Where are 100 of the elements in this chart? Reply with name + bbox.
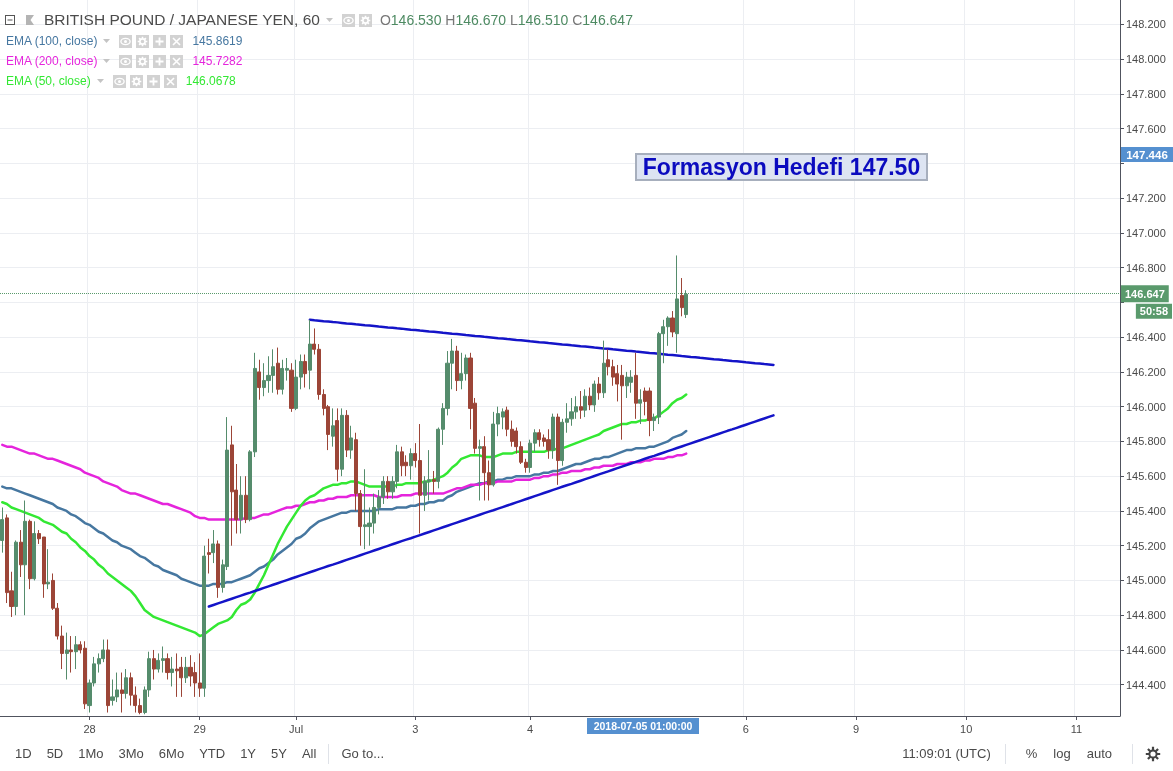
text: 50:58: [1139, 305, 1168, 318]
y-tick-label: 145.400: [1126, 504, 1166, 517]
candlestick: [386, 475, 390, 500]
x-tick-label: 3: [412, 722, 419, 735]
candlestick: [478, 439, 482, 501]
candlestick: [583, 388, 587, 418]
y-tick-label: 144.600: [1126, 643, 1166, 656]
candlestick: [28, 519, 32, 590]
text: 6Mo: [158, 746, 185, 761]
candlestick: [19, 529, 23, 578]
x-tick-label: 11: [1070, 722, 1083, 735]
candlestick: [32, 520, 36, 581]
x-tick-label: 6: [742, 722, 749, 735]
candlestick: [400, 446, 404, 477]
y-tick-label: 147.200: [1126, 192, 1166, 205]
line-series: [207, 414, 775, 608]
candlestick: [345, 409, 349, 458]
y-tick-label: 148.000: [1126, 53, 1166, 66]
candlestick: [588, 387, 592, 411]
y-tick-label: 146.200: [1126, 365, 1166, 378]
annotation: 145.7282: [192, 54, 243, 68]
text: EMA (200, close): [6, 54, 98, 68]
y-tick-label: 145.800: [1126, 435, 1166, 448]
y-tick-label: 147.800: [1126, 87, 1166, 100]
candlestick: [179, 656, 183, 698]
candlestick: [675, 254, 679, 354]
x-tick-label: 4: [527, 722, 534, 735]
y-tick-label: 145.000: [1126, 574, 1166, 587]
y-tick-label: 148.200: [1126, 18, 1166, 31]
candlestick: [124, 668, 128, 700]
candlestick: [184, 656, 188, 684]
candlestick: [170, 656, 174, 687]
candlestick: [46, 548, 50, 590]
candlestick: [335, 407, 339, 482]
text: YTD: [199, 746, 226, 761]
candlestick: [680, 277, 684, 317]
x-tick-label: 10: [960, 722, 973, 735]
ref-line-label: 146.647: [1125, 287, 1165, 300]
annotation: 146.0678: [185, 74, 236, 88]
candlestick: [647, 387, 652, 437]
candlestick: [106, 639, 110, 714]
y-tick-label: 144.400: [1126, 678, 1166, 691]
candlestick: [216, 539, 220, 599]
candlestick: [634, 352, 638, 420]
text: 3Mo: [118, 746, 144, 761]
text: auto: [1086, 746, 1112, 761]
candlestick: [684, 289, 688, 319]
candlestick: [0, 506, 4, 554]
candlestick: [546, 428, 551, 460]
x-tick-label: 28: [83, 722, 96, 735]
text: 5Y: [271, 746, 287, 761]
text: 1Mo: [78, 746, 104, 761]
candlestick: [349, 425, 353, 460]
candlestick: [331, 407, 335, 448]
y-tick-label: 145.200: [1126, 539, 1166, 552]
candlestick: [211, 529, 215, 564]
x-tick-label: Jul: [289, 722, 304, 735]
candlestick: [592, 380, 596, 413]
candlestick: [202, 545, 206, 698]
candlestick: [65, 632, 69, 680]
candlestick: [69, 635, 73, 674]
candlestick: [551, 413, 555, 460]
y-tick-label: 146.000: [1126, 400, 1166, 413]
candlestick: [74, 635, 78, 670]
y-tick-label: 144.800: [1126, 609, 1166, 622]
text: BRITISH POUND / JAPANESE YEN, 60: [44, 11, 320, 29]
text: 147.446: [1121, 147, 1173, 162]
candlestick: [239, 475, 243, 535]
y-tick-label: 147.000: [1126, 226, 1166, 239]
text: %: [1025, 746, 1038, 761]
text: 1D: [15, 746, 32, 761]
candlestick: [303, 354, 307, 389]
candlestick: [23, 500, 27, 616]
annotation: Formasyon Hedefi 147.50: [635, 153, 928, 181]
text: 11:09:01 (UTC): [902, 746, 991, 761]
candlestick: [579, 390, 583, 420]
text: log: [1053, 746, 1071, 761]
x-tick-label: 29: [193, 722, 206, 735]
candlestick: [289, 362, 294, 413]
text: EMA (100, close): [6, 34, 98, 48]
x-tick-label: 9: [853, 722, 860, 735]
y-tick-label: 146.400: [1126, 331, 1166, 344]
y-tick-label: 147.600: [1126, 122, 1166, 135]
candlestick: [207, 538, 211, 574]
candlestick: [340, 407, 344, 477]
line-series: [1, 429, 688, 587]
candlestick: [308, 319, 312, 390]
candlestick: [152, 649, 156, 680]
line-series: [1, 443, 688, 521]
annotation: 145.8619: [192, 34, 243, 48]
candlestick: [409, 447, 413, 481]
candlestick: [276, 347, 280, 395]
y-tick-label: 146.800: [1126, 261, 1166, 274]
y-tick-label: 145.600: [1126, 470, 1166, 483]
text: 5D: [46, 746, 64, 761]
candlestick: [629, 369, 633, 394]
candlestick: [175, 652, 179, 698]
candlestick: [556, 413, 560, 486]
candlestick: [165, 652, 170, 680]
candlestick: [230, 425, 234, 547]
